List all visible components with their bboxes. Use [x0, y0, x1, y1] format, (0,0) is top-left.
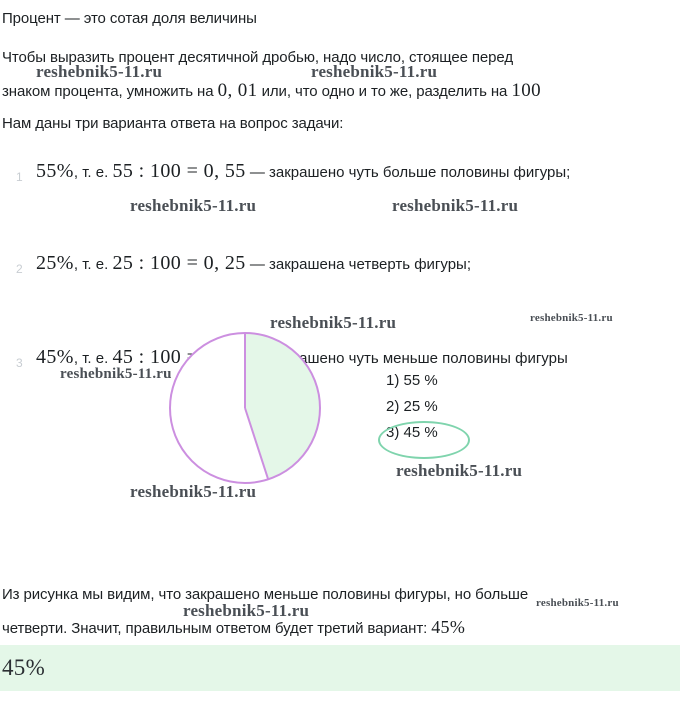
list-item-marker: 1	[16, 170, 23, 184]
list-item-content: 55%, т. е. 55 : 100 = 0, 55 — закрашено …	[36, 160, 570, 183]
watermark: reshebnik5-11.ru	[536, 597, 619, 609]
intro-math-100: 100	[511, 80, 542, 101]
closing-line-2-text: четверти. Значит, правильным ответом буд…	[2, 620, 432, 637]
list-item-percent: 25%	[36, 252, 74, 274]
list-item: 1 55%, т. е. 55 : 100 = 0, 55 — закрашен…	[0, 160, 680, 206]
list-item-marker: 3	[16, 356, 23, 370]
list-item-percent: 45%	[36, 346, 74, 368]
pie-chart-figure: 1) 55 % 2) 25 % 3) 45 %	[0, 300, 680, 530]
list-item: 2 25%, т. е. 25 : 100 = 0, 25 — закрашен…	[0, 252, 680, 298]
list-item-description: — закрашено чуть меньше половины фигуры	[245, 350, 568, 367]
pie-slice-shaded	[245, 332, 321, 480]
page-title: Процент — это сотая доля величины	[2, 10, 257, 27]
closing-line-1: Из рисунка мы видим, что закрашено меньш…	[2, 586, 529, 603]
closing-math-45: 45%	[431, 617, 466, 637]
intro-line-2: знаком процента, умножить на 0, 01 или, …	[2, 80, 541, 102]
intro-line-2-text-b: или, что одно и то же, разделить на	[257, 83, 512, 100]
list-item-connector: , т. е.	[73, 164, 113, 181]
intro-math-0-01: 0, 01	[217, 80, 258, 101]
closing-line-2: четверти. Значит, правильным ответом буд…	[2, 617, 465, 639]
figure-answer-options: 1) 55 % 2) 25 % 3) 45 %	[386, 368, 438, 446]
list-item-connector: , т. е.	[73, 350, 113, 367]
final-answer-value: 45%	[2, 655, 46, 680]
list-item-description: — закрашено чуть больше половины фигуры;	[245, 164, 571, 181]
answer-options-list: 1 55%, т. е. 55 : 100 = 0, 55 — закрашен…	[0, 160, 680, 370]
pie-radius-end	[244, 407, 270, 480]
pie-slice-unshaded	[170, 333, 269, 483]
list-item-marker: 2	[16, 262, 23, 276]
list-item-expression: 55 : 100 = 0, 55	[112, 160, 246, 182]
figure-option-3[interactable]: 3) 45 %	[386, 420, 438, 446]
intro-line-1: Чтобы выразить процент десятичной дробью…	[2, 49, 513, 66]
figure-option-1-label: 1) 55 %	[386, 372, 438, 389]
prompt-line: Нам даны три варианта ответа на вопрос з…	[2, 115, 344, 132]
figure-option-1[interactable]: 1) 55 %	[386, 368, 438, 394]
figure-option-2[interactable]: 2) 25 %	[386, 394, 438, 420]
intro-line-2-text-a: знаком процента, умножить на	[2, 83, 218, 100]
list-item-content: 25%, т. е. 25 : 100 = 0, 25 — закрашена …	[36, 252, 471, 275]
list-item-percent: 55%	[36, 160, 74, 182]
list-item-connector: , т. е.	[73, 256, 113, 273]
figure-option-3-label: 3) 45 %	[386, 424, 438, 441]
list-item-expression: 25 : 100 = 0, 25	[112, 252, 246, 274]
figure-option-2-label: 2) 25 %	[386, 398, 438, 415]
pie-chart	[169, 332, 321, 484]
final-answer-box: 45%	[0, 645, 680, 691]
list-item-description: — закрашена четверть фигуры;	[245, 256, 472, 273]
